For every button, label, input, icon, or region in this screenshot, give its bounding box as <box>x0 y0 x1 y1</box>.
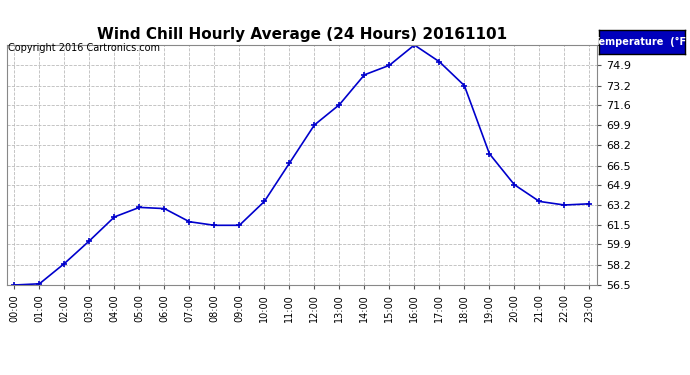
Title: Wind Chill Hourly Average (24 Hours) 20161101: Wind Chill Hourly Average (24 Hours) 201… <box>97 27 507 42</box>
Text: Temperature  (°F): Temperature (°F) <box>593 37 690 47</box>
Text: Copyright 2016 Cartronics.com: Copyright 2016 Cartronics.com <box>8 43 160 53</box>
